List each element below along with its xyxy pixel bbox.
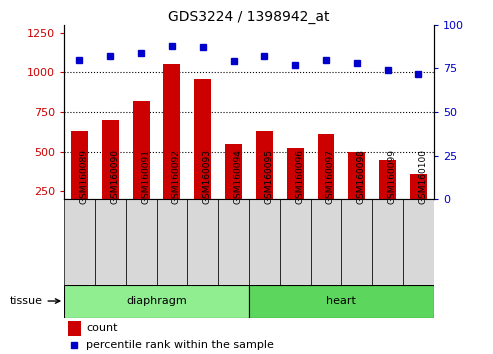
Text: GSM160099: GSM160099 bbox=[387, 149, 397, 204]
Text: GSM160097: GSM160097 bbox=[326, 149, 335, 204]
Bar bbox=[126, 199, 157, 285]
Text: count: count bbox=[86, 323, 118, 333]
Text: GSM160092: GSM160092 bbox=[172, 149, 181, 204]
Text: GSM160089: GSM160089 bbox=[79, 149, 89, 204]
Bar bbox=[225, 144, 242, 199]
Text: diaphragm: diaphragm bbox=[126, 296, 187, 306]
Text: percentile rank within the sample: percentile rank within the sample bbox=[86, 339, 274, 349]
Bar bbox=[102, 120, 119, 199]
Text: GSM160095: GSM160095 bbox=[264, 149, 274, 204]
Bar bbox=[164, 64, 180, 199]
Bar bbox=[249, 199, 280, 285]
Bar bbox=[379, 160, 396, 199]
Text: GSM160090: GSM160090 bbox=[110, 149, 119, 204]
Bar bbox=[341, 199, 372, 285]
Text: heart: heart bbox=[326, 296, 356, 306]
Bar bbox=[64, 199, 95, 285]
Bar bbox=[187, 199, 218, 285]
Bar bbox=[249, 285, 434, 318]
Bar bbox=[256, 131, 273, 199]
Bar bbox=[64, 285, 249, 318]
Text: GSM160098: GSM160098 bbox=[357, 149, 366, 204]
Bar bbox=[194, 79, 211, 199]
Bar bbox=[71, 131, 88, 199]
Bar bbox=[372, 199, 403, 285]
Text: GSM160094: GSM160094 bbox=[234, 149, 243, 204]
Bar bbox=[133, 101, 149, 199]
Text: GSM160100: GSM160100 bbox=[419, 149, 427, 204]
Bar bbox=[403, 199, 434, 285]
Bar bbox=[311, 199, 341, 285]
Bar bbox=[157, 199, 187, 285]
Text: GSM160093: GSM160093 bbox=[203, 149, 212, 204]
Text: GSM160096: GSM160096 bbox=[295, 149, 304, 204]
Title: GDS3224 / 1398942_at: GDS3224 / 1398942_at bbox=[168, 10, 330, 24]
Bar bbox=[349, 153, 365, 199]
Text: tissue: tissue bbox=[9, 296, 60, 306]
Bar bbox=[68, 321, 81, 336]
Bar bbox=[287, 148, 304, 199]
Bar bbox=[280, 199, 311, 285]
Bar bbox=[218, 199, 249, 285]
Bar bbox=[410, 174, 427, 199]
Bar bbox=[95, 199, 126, 285]
Text: GSM160091: GSM160091 bbox=[141, 149, 150, 204]
Bar bbox=[317, 134, 334, 199]
